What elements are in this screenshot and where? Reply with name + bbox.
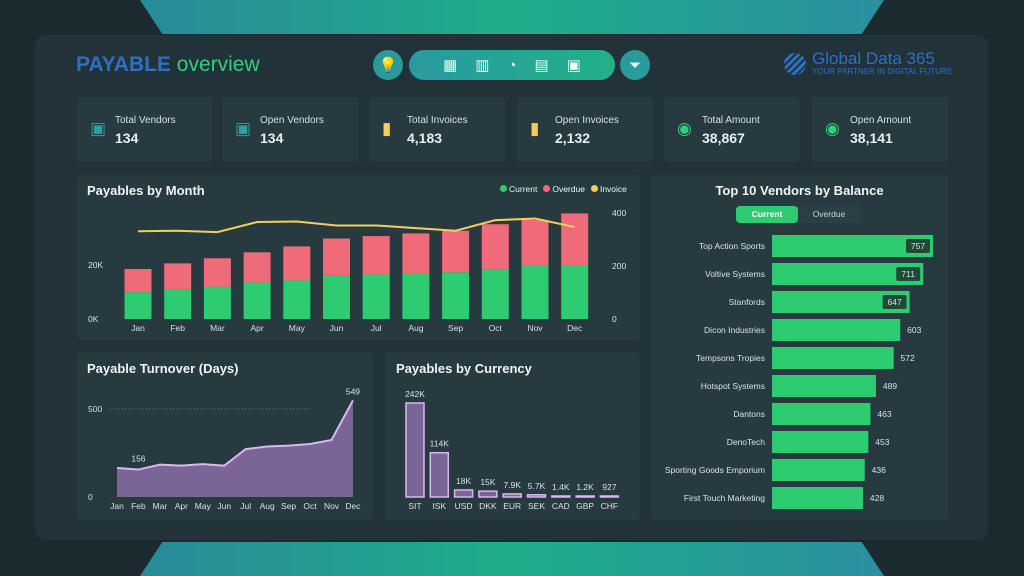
kpi-label: Total Amount — [702, 115, 760, 126]
payables-by-currency-title: Payables by Currency — [396, 361, 532, 376]
title-part2: overview — [176, 53, 260, 76]
page-navigation: ▦ ▥ ◔ ▤ ▣ — [409, 50, 615, 80]
kpi-label: Total Invoices — [407, 115, 468, 126]
balance-toggle: Current Overdue — [736, 206, 861, 223]
logo-tagline: YOUR PARTNER IN DIGITAL FUTURE — [812, 67, 953, 76]
kpi-card: ◉ Open Amount 38,141 — [812, 97, 948, 162]
bar-chart-icon[interactable]: ▥ — [475, 57, 490, 74]
kpi-value: 38,141 — [850, 130, 893, 146]
kpi-value: 38,867 — [702, 130, 745, 146]
receipt-icon: ▮ — [530, 119, 540, 138]
kpi-value: 4,183 — [407, 130, 443, 146]
lightbulb-icon: 💡 — [378, 57, 398, 74]
kpi-card: ▮ Open Invoices 2,132 — [517, 97, 653, 162]
filter-icon: ⏷ — [628, 56, 641, 74]
coins-icon: ◉ — [677, 119, 692, 138]
legend-current[interactable]: Current — [500, 184, 537, 194]
legend: Current Overdue Invoice — [500, 184, 627, 194]
coins-icon: ◉ — [825, 119, 840, 138]
title-part1: PAYABLE — [76, 53, 171, 76]
payables-by-month-panel — [77, 175, 640, 340]
document-icon[interactable]: ▤ — [534, 57, 549, 74]
payable-turnover-panel — [77, 352, 373, 520]
logo: Global Data 365 YOUR PARTNER IN DIGITAL F… — [784, 49, 953, 76]
dashboard-icon[interactable]: ▦ — [443, 57, 458, 74]
kpi-card: ◉ Total Amount 38,867 — [664, 97, 800, 162]
top-vendors-title: Top 10 Vendors by Balance — [715, 183, 884, 198]
kpi-label: Total Vendors — [115, 115, 176, 126]
kpi-value: 134 — [260, 130, 284, 146]
legend-invoice[interactable]: Invoice — [590, 184, 627, 194]
receipt-icon: ▮ — [382, 119, 392, 138]
kpi-value: 134 — [115, 130, 139, 146]
store-icon: ▣ — [235, 119, 252, 138]
legend-overdue[interactable]: Overdue — [543, 184, 585, 194]
lightbulb-button[interactable]: 💡 — [373, 50, 403, 80]
kpi-label: Open Vendors — [260, 115, 324, 126]
top-banner — [140, 0, 884, 34]
logo-name: Global Data 365 — [812, 49, 935, 68]
bottom-banner — [140, 542, 884, 576]
kpi-card: ▮ Total Invoices 4,183 — [369, 97, 505, 162]
store-icon: ▣ — [90, 119, 107, 138]
toggle-overdue[interactable]: Overdue — [812, 209, 846, 219]
kpi-label: Open Invoices — [555, 115, 619, 126]
payables-by-month-title: Payables by Month — [87, 183, 205, 198]
filter-button[interactable]: ⏷ — [620, 50, 650, 80]
kpi-value: 2,132 — [555, 130, 591, 146]
globe-logo-icon — [784, 52, 806, 75]
top-vendors-panel — [651, 175, 948, 520]
page-title: PAYABLE overview — [76, 53, 260, 77]
kpi-card: ▣ Open Vendors 134 — [222, 97, 358, 162]
donut-chart-icon[interactable]: ◔ — [507, 56, 517, 74]
toggle-current[interactable]: Current — [736, 206, 798, 223]
store-icon[interactable]: ▣ — [566, 57, 581, 74]
payable-turnover-title: Payable Turnover (Days) — [87, 361, 239, 376]
payables-by-currency-panel — [385, 352, 640, 520]
kpi-label: Open Amount — [850, 115, 912, 126]
kpi-card: ▣ Total Vendors 134 — [77, 97, 212, 162]
